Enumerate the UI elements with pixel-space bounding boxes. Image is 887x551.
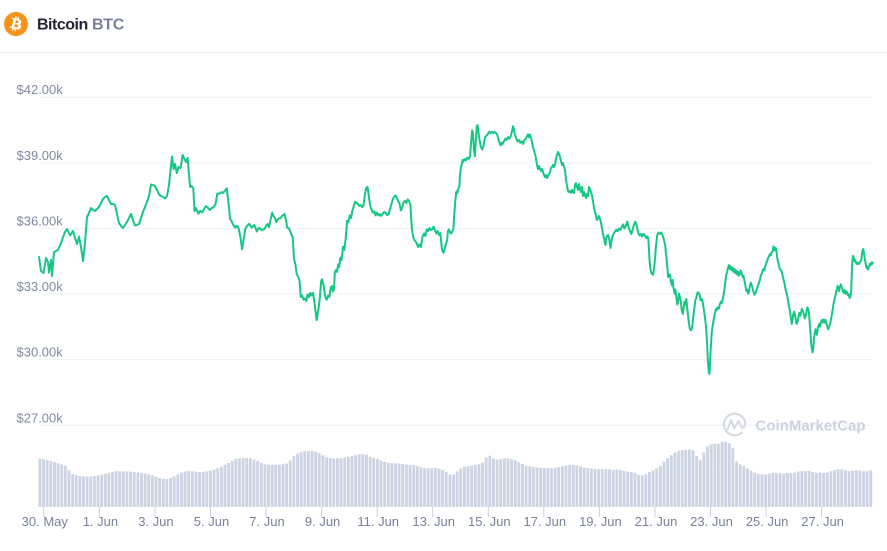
svg-text:$33.00k: $33.00k xyxy=(17,279,64,294)
svg-text:$30.00k: $30.00k xyxy=(17,345,64,360)
svg-text:BTC: BTC xyxy=(92,16,125,33)
svg-text:27. Jun: 27. Jun xyxy=(801,514,844,529)
svg-text:17. Jun: 17. Jun xyxy=(523,514,566,529)
svg-text:9. Jun: 9. Jun xyxy=(305,514,340,529)
svg-text:$36.00k: $36.00k xyxy=(17,213,64,228)
svg-text:15. Jun: 15. Jun xyxy=(468,514,511,529)
svg-text:1. Jun: 1. Jun xyxy=(83,514,118,529)
svg-text:11. Jun: 11. Jun xyxy=(357,514,399,529)
svg-text:7. Jun: 7. Jun xyxy=(249,514,284,529)
svg-text:23. Jun: 23. Jun xyxy=(690,514,733,529)
svg-text:5. Jun: 5. Jun xyxy=(194,514,229,529)
svg-text:13. Jun: 13. Jun xyxy=(412,514,455,529)
svg-text:3. Jun: 3. Jun xyxy=(138,514,173,529)
svg-text:$27.00k: $27.00k xyxy=(17,410,64,425)
svg-text:$42.00k: $42.00k xyxy=(17,82,64,97)
svg-text:Bitcoin: Bitcoin xyxy=(37,16,88,33)
svg-text:25. Jun: 25. Jun xyxy=(746,514,789,529)
svg-text:21. Jun: 21. Jun xyxy=(635,514,678,529)
svg-text:30. May: 30. May xyxy=(22,514,69,529)
svg-text:19. Jun: 19. Jun xyxy=(579,514,622,529)
svg-text:CoinMarketCap: CoinMarketCap xyxy=(756,418,866,435)
svg-text:$39.00k: $39.00k xyxy=(17,148,64,163)
